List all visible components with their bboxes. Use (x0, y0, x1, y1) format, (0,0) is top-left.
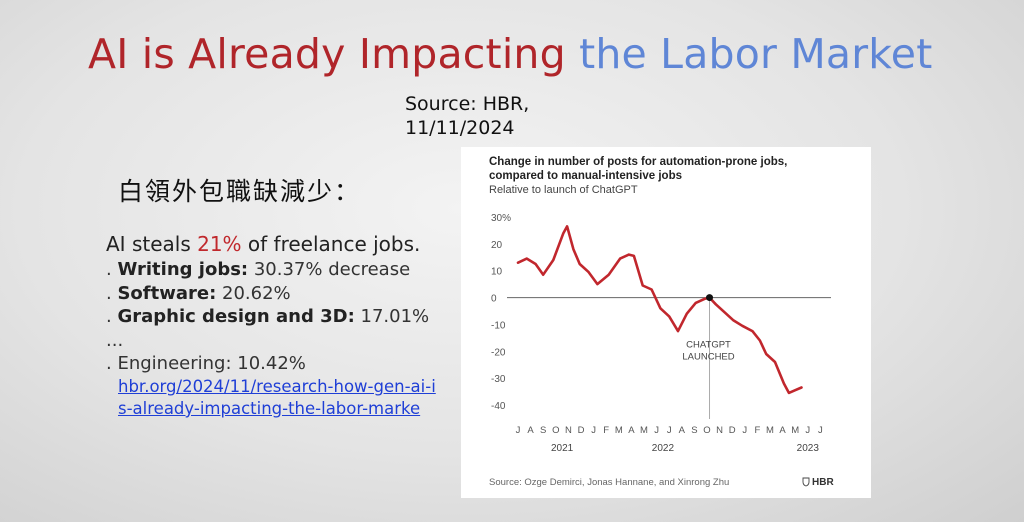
x-month-label: J (742, 425, 747, 436)
lead-highlight: 21% (197, 232, 242, 256)
y-tick-label: 20 (491, 240, 503, 251)
line-chart: Change in number of posts for automation… (489, 156, 834, 488)
x-month-label: D (578, 425, 585, 436)
y-tick-label: 0 (491, 294, 497, 305)
item-prefix: ... (106, 329, 124, 351)
x-month-label: A (628, 425, 635, 436)
chart-source: Source: Ozge Demirci, Jonas Hannane, and… (489, 477, 729, 488)
y-tick-label: -10 (491, 320, 506, 331)
chart-title-line-2: compared to manual-intensive jobs (489, 170, 682, 182)
list-item: . Graphic design and 3D: 17.01% (106, 305, 429, 329)
source-line-2: 11/11/2024 (405, 117, 515, 139)
chatgpt-launch-point (706, 294, 714, 302)
source-citation: Source: HBR, 11/11/2024 (405, 92, 529, 140)
item-label: Graphic design and 3D: (117, 306, 355, 327)
y-tick-label: 10 (491, 267, 503, 278)
job-stats-list: . Writing jobs: 30.37% decrease . Softwa… (106, 258, 429, 376)
x-month-label: J (516, 425, 521, 436)
x-month-label: A (779, 425, 786, 436)
x-month-label: D (729, 425, 736, 436)
title-part-red: AI is Already Impacting (88, 30, 566, 78)
x-month-label: M (791, 425, 799, 436)
x-month-label: F (603, 425, 609, 436)
x-month-label: J (818, 425, 823, 436)
x-month-label: O (703, 425, 710, 436)
x-month-label: J (654, 425, 659, 436)
item-prefix: . (106, 259, 118, 280)
hbr-brand: HBR (812, 477, 834, 488)
chart-card: Change in number of posts for automation… (461, 147, 871, 498)
item-prefix: . (106, 282, 118, 304)
x-year-label: 2021 (551, 443, 574, 454)
item-label: Software: (117, 282, 217, 304)
y-tick-label: 30% (491, 213, 511, 224)
title-part-blue: the Labor Market (579, 30, 933, 78)
x-month-label: N (565, 425, 572, 436)
item-prefix: . (106, 306, 118, 327)
list-item: . Software: 20.62% (106, 282, 429, 306)
x-month-label: S (540, 425, 546, 436)
chart-subtitle: Relative to launch of ChatGPT (489, 184, 638, 196)
hbr-logo: HBR (802, 477, 834, 488)
chart-title-line-1: Change in number of posts for automation… (489, 156, 787, 168)
y-tick-label: -40 (491, 401, 506, 412)
marker-label-line-2: LAUNCHED (682, 352, 734, 363)
x-month-label: F (754, 425, 760, 436)
x-month-label: M (766, 425, 774, 436)
y-tick-label: -30 (491, 374, 506, 385)
lead-suffix: of freelance jobs. (241, 232, 421, 256)
shield-icon (802, 477, 810, 487)
section-heading: 白領外包職缺減少： (118, 177, 362, 206)
lead-statement: AI steals 21% of freelance jobs. (106, 232, 420, 256)
series-line (516, 225, 803, 395)
item-prefix: . (106, 353, 118, 374)
x-month-label: J (591, 425, 596, 436)
lead-prefix: AI steals (106, 232, 198, 256)
list-item: . Writing jobs: 30.37% decrease (106, 258, 429, 282)
source-line-1: Source: HBR, (405, 93, 530, 115)
x-month-label: S (691, 425, 697, 436)
x-year-label: 2022 (652, 443, 675, 454)
x-month-label: N (716, 425, 723, 436)
x-month-label: M (615, 425, 623, 436)
x-month-label: J (667, 425, 672, 436)
x-month-label: O (552, 425, 559, 436)
item-value: 17.01% (354, 306, 430, 327)
item-value: 20.62% (216, 282, 291, 304)
y-axis-ticks: 30% 20 10 0 -10 -20 -30 -40 (491, 213, 511, 412)
x-month-label: J (805, 425, 810, 436)
item-label: Writing jobs: (117, 259, 249, 280)
list-item: . Engineering: 10.42% (106, 352, 429, 376)
marker-label-line-1: CHATGPT (686, 340, 731, 351)
x-month-label: A (679, 425, 686, 436)
x-axis-year-labels: 2021 2022 2023 (551, 443, 819, 454)
y-tick-label: -20 (491, 347, 506, 358)
hbr-article-link[interactable]: hbr.org/2024/11/research-how-gen-ai-is-a… (118, 377, 436, 418)
slide-title: AI is Already Impacting the Labor Market (88, 30, 932, 78)
item-value: Engineering: 10.42% (117, 353, 306, 374)
item-value: 30.37% decrease (248, 259, 411, 280)
x-month-label: A (527, 425, 534, 436)
x-year-label: 2023 (797, 443, 820, 454)
x-month-label: M (640, 425, 648, 436)
list-item: ... (106, 329, 429, 353)
